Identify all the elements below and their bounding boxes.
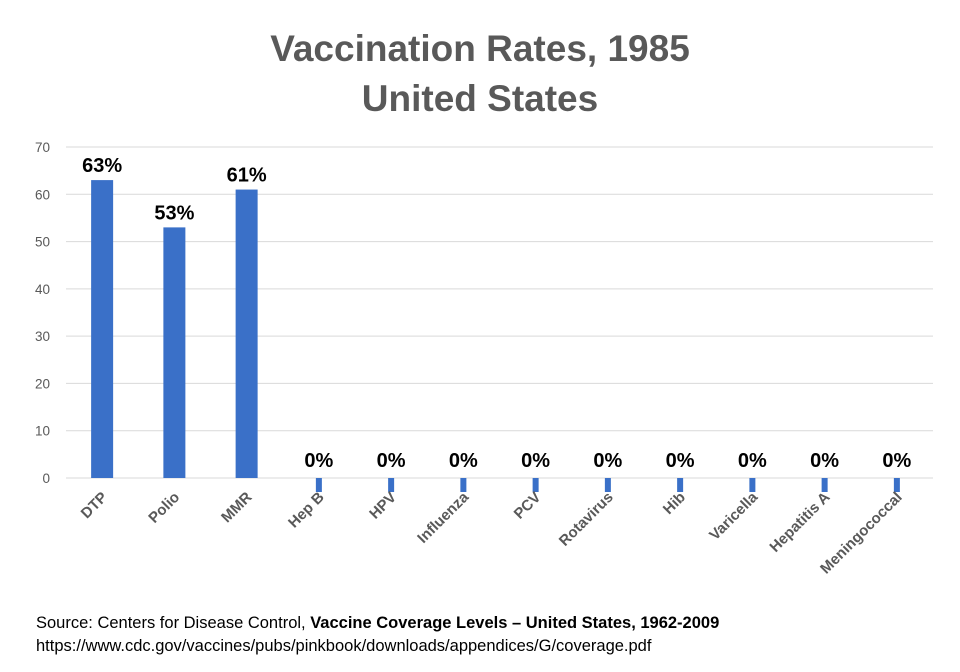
y-tick-label-50: 50 <box>35 235 50 250</box>
bar-influenza <box>460 478 467 492</box>
x-tick-label: HPV <box>366 489 400 523</box>
bar-varicella <box>749 478 756 492</box>
data-label: 0% <box>738 450 767 472</box>
gridlines <box>66 146 933 479</box>
data-label: 61% <box>227 165 267 187</box>
bar-dtp <box>91 180 114 478</box>
bar-hpv <box>388 478 395 492</box>
chart-subtitle: United States <box>361 78 599 119</box>
y-tick-label-20: 20 <box>35 376 50 391</box>
data-labels: 63% 53% 61% 0% 0% 0% 0% 0% 0% 0% 0% 0% <box>82 155 911 472</box>
data-label: 0% <box>810 450 839 472</box>
source-url: https://www.cdc.gov/vaccines/pubs/pinkbo… <box>36 637 652 655</box>
y-tick-label-10: 10 <box>35 424 50 439</box>
bar-hep-b <box>315 478 322 492</box>
data-label: 0% <box>304 450 333 472</box>
x-tick-label: Influenza <box>414 488 472 546</box>
x-tick-label: Varicella <box>706 488 762 544</box>
x-axis-ticks: DTP Polio MMR Hep B HPV Influenza PCV Rotavirus… <box>78 488 906 577</box>
x-tick-label: MMR <box>218 489 255 526</box>
y-tick-label-30: 30 <box>35 329 50 344</box>
data-label: 0% <box>449 450 478 472</box>
source-prefix: Source: Centers for Disease Control, <box>36 614 311 632</box>
bar-pcv <box>532 478 539 492</box>
x-tick-label: PCV <box>511 489 545 523</box>
y-axis-ticks: 0 10 20 30 40 50 60 70 <box>35 140 50 486</box>
chart-title-block: Vaccination Rates, 1985 United States <box>0 24 960 124</box>
bar-meningococcal <box>893 478 900 492</box>
source-report-title: Vaccine Coverage Levels – United States,… <box>310 614 720 632</box>
bar-hib <box>677 478 684 492</box>
bars <box>91 180 900 492</box>
y-tick-label-60: 60 <box>35 187 50 202</box>
bar-mmr <box>235 189 258 479</box>
bar-chart: 0 10 20 30 40 50 60 70 63% 53% 61% 0% 0% 0% 0% 0% 0% 0% 0… <box>35 140 933 577</box>
bar-polio <box>163 227 186 478</box>
x-tick-label: Hib <box>660 489 689 518</box>
y-tick-label-70: 70 <box>35 140 50 155</box>
y-tick-label-40: 40 <box>35 282 50 297</box>
data-label: 53% <box>154 202 194 224</box>
x-tick-label: Hepatitis A <box>766 489 833 556</box>
data-label: 63% <box>82 155 122 177</box>
y-tick-label-0: 0 <box>42 471 50 486</box>
chart-title: Vaccination Rates, 1985 <box>270 28 690 69</box>
data-label: 0% <box>377 450 406 472</box>
source-note: Source: Centers for Disease Control, Vac… <box>36 612 719 658</box>
bar-hepatitis-a <box>821 478 828 492</box>
x-tick-label: DTP <box>78 489 111 522</box>
data-label: 0% <box>593 450 622 472</box>
data-label: 0% <box>521 450 550 472</box>
data-label: 0% <box>882 450 911 472</box>
bar-rotavirus <box>604 478 611 492</box>
data-label: 0% <box>666 450 695 472</box>
x-tick-label: Rotavirus <box>556 489 617 550</box>
x-tick-label: Polio <box>145 489 183 527</box>
x-tick-label: Hep B <box>285 489 328 532</box>
